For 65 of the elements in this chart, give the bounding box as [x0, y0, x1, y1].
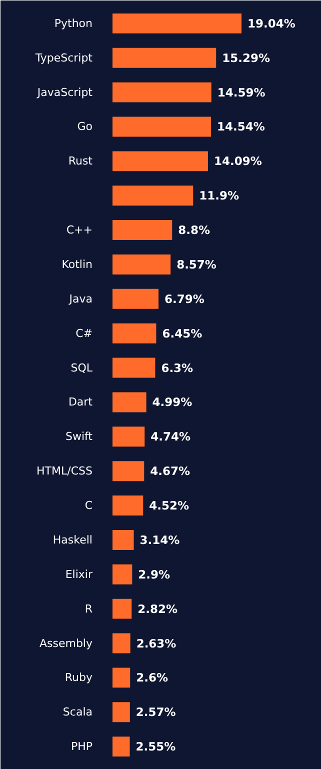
bar — [112, 288, 159, 309]
bar — [112, 702, 130, 722]
data-label: 3.14% — [140, 532, 180, 547]
y-tick-label: Haskell — [52, 533, 93, 546]
bar — [112, 13, 242, 34]
y-tick-label: C — [84, 499, 93, 512]
bar — [112, 151, 208, 172]
y-tick-label: C++ — [66, 224, 93, 237]
y-tick-label: TypeScript — [34, 51, 94, 64]
data-label: 4.99% — [152, 395, 193, 410]
y-tick-label: Java — [68, 292, 93, 306]
data-label: 8.8% — [178, 223, 210, 238]
y-tick-label: Python — [54, 16, 93, 30]
y-tick-label: R — [84, 602, 93, 616]
data-label: 15.29% — [222, 50, 270, 65]
data-label: 2.57% — [136, 705, 176, 720]
data-label: 4.52% — [149, 498, 190, 513]
bar — [112, 186, 194, 206]
data-label: 14.54% — [217, 120, 266, 134]
y-tick-label: HTML/CSS — [36, 464, 93, 478]
bar — [112, 564, 132, 584]
bar — [112, 220, 172, 240]
data-label: 14.09% — [214, 154, 262, 168]
y-tick-label: PHP — [70, 740, 93, 754]
data-label: 2.55% — [136, 740, 176, 754]
data-label: 6.3% — [161, 360, 194, 375]
bar — [112, 736, 130, 757]
bar — [112, 392, 146, 412]
y-tick-label: Rust — [68, 154, 94, 168]
data-label: 19.04% — [248, 16, 296, 30]
bar — [112, 530, 134, 550]
y-tick-label: C# — [76, 326, 93, 340]
y-tick-label: Ruby — [64, 671, 93, 684]
bar — [112, 254, 171, 274]
bar — [112, 323, 156, 344]
data-label: 6.79% — [164, 292, 205, 306]
bar — [112, 598, 132, 619]
y-tick-label: Go — [77, 120, 93, 134]
bar — [112, 48, 216, 68]
data-label: 4.67% — [150, 464, 191, 478]
data-label: 2.63% — [136, 636, 177, 650]
data-label: 2.6% — [136, 670, 168, 685]
y-tick-label: Swift — [65, 430, 94, 444]
bar — [112, 358, 156, 378]
y-tick-label: Scala — [62, 706, 93, 719]
bar — [112, 633, 130, 654]
data-label: 11.9% — [199, 188, 240, 203]
data-label: 8.57% — [176, 257, 217, 272]
bar — [112, 116, 212, 137]
bar — [112, 426, 145, 447]
data-label: 4.74% — [150, 430, 191, 444]
data-label: 2.9% — [138, 567, 171, 582]
bar — [112, 668, 130, 688]
y-tick-label: Kotlin — [62, 258, 93, 271]
bar — [112, 82, 212, 102]
y-tick-label: SQL — [70, 361, 94, 374]
y-tick-label: JavaScript — [36, 86, 94, 99]
bar — [112, 496, 144, 516]
data-label: 2.82% — [138, 602, 178, 616]
y-tick-label: Dart — [68, 396, 94, 409]
bar — [112, 461, 144, 482]
data-label: 6.45% — [162, 326, 203, 340]
y-tick-label: Assembly — [39, 636, 93, 650]
y-tick-label: Elixir — [65, 568, 93, 581]
data-label: 14.59% — [217, 85, 266, 100]
